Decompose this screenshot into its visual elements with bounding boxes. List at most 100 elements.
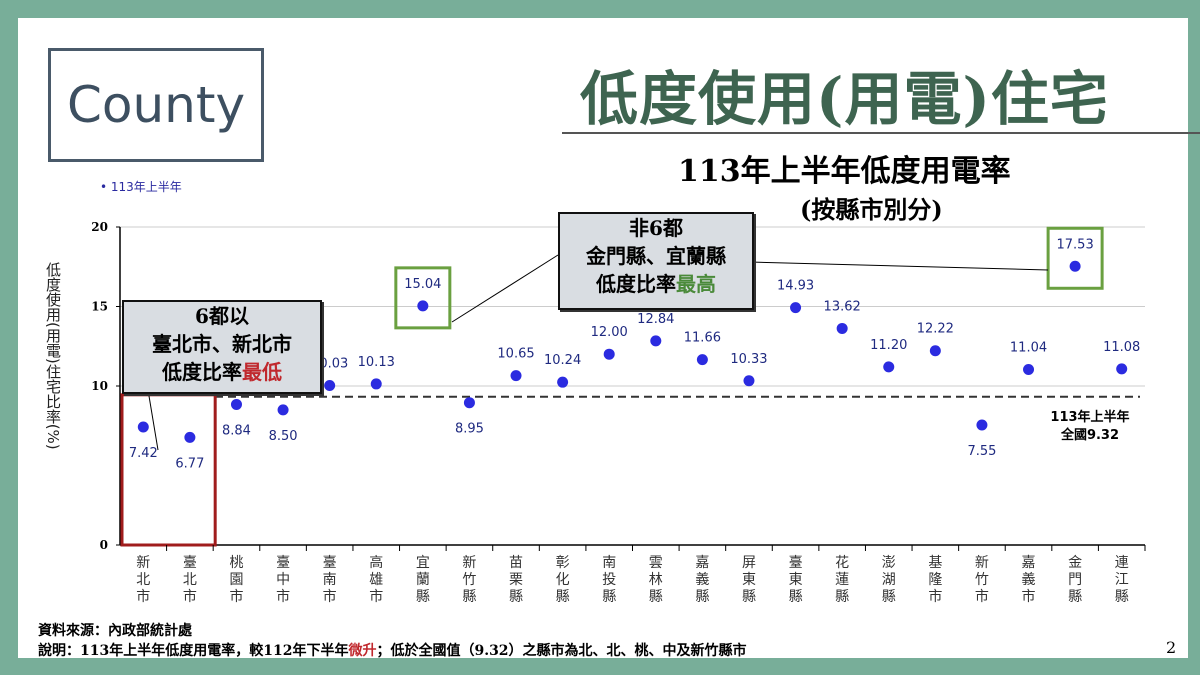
x-tick-label: 市: [1022, 588, 1036, 605]
x-tick-label: 臺: [276, 555, 290, 571]
x-tick-label: 嘉: [1022, 555, 1036, 571]
callout-lowest-line3: 低度比率: [162, 360, 242, 384]
x-tick-label: 義: [1022, 571, 1036, 588]
x-tick-label: 市: [276, 588, 290, 605]
highest-highlight-box: [394, 266, 452, 330]
data-label: 17.53: [1057, 237, 1094, 252]
page-number: 2: [1166, 638, 1177, 657]
data-label: 11.04: [1010, 340, 1047, 355]
data-label: 8.50: [269, 429, 298, 444]
chart-subtitle: (按縣市別分): [800, 195, 943, 224]
x-tick-label: 屏: [742, 555, 756, 571]
x-tick-label: 澎: [882, 555, 896, 571]
x-tick-label: 化: [556, 572, 570, 588]
x-tick-label: 義: [695, 571, 709, 588]
national-average-label: 113年上半年: [1050, 409, 1129, 425]
data-label: 8.95: [455, 422, 484, 437]
x-tick-label: 林: [649, 572, 663, 588]
data-point: [230, 398, 242, 410]
highest-highlight-box: [1046, 226, 1104, 290]
x-tick-label: 投: [602, 572, 616, 588]
national-average-value: 全國9.32: [1060, 427, 1119, 443]
x-tick-label: 隆: [928, 572, 942, 588]
callout-highest-line2: 金門縣、宜蘭縣: [586, 244, 726, 268]
callout-lowest-connector: [147, 389, 159, 451]
y-tick-label: 10: [91, 379, 108, 393]
x-tick-label: 縣: [882, 589, 896, 605]
x-tick-label: 縣: [416, 589, 430, 605]
callout-highest-line1: 非6都: [629, 216, 683, 240]
note-part-2: ；低於全國值（9.32）之縣市為北、北、桃、中及新竹縣市: [376, 643, 747, 659]
x-tick-label: 嘉: [695, 555, 709, 571]
x-tick-label: 金: [1068, 555, 1082, 571]
data-point: [790, 302, 802, 314]
data-point: [929, 345, 941, 357]
x-tick-label: 縣: [462, 589, 476, 605]
data-point: [883, 361, 895, 373]
x-tick-label: 臺: [323, 555, 337, 571]
legend: • 113年上半年: [100, 180, 182, 194]
callout-highest-connector-right: [749, 261, 1049, 271]
x-tick-label: 市: [975, 588, 989, 605]
data-point: [417, 300, 429, 312]
data-label: 15.04: [404, 277, 441, 292]
data-label: 13.62: [824, 299, 861, 314]
x-tick-label: 臺: [183, 555, 197, 571]
callout-highest-line3: 低度比率: [596, 272, 676, 296]
y-tick-label: 0: [100, 538, 108, 552]
data-point: [184, 431, 196, 443]
x-tick-label: 江: [1115, 572, 1129, 588]
x-tick-label: 竹: [462, 572, 476, 588]
callout-lowest-line2: 臺北市、新北市: [152, 332, 292, 356]
x-tick-label: 臺: [789, 555, 803, 571]
callout-lowest: 6都以 臺北市、新北市 低度比率最低: [122, 300, 322, 394]
x-tick-label: 市: [369, 588, 383, 605]
callout-highest-connector-left: [451, 254, 559, 323]
data-point: [324, 380, 336, 392]
data-label: 12.00: [591, 325, 628, 340]
data-point: [137, 421, 149, 433]
data-point: [277, 404, 289, 416]
x-tick-label: 彰: [556, 554, 570, 571]
x-tick-label: 縣: [649, 589, 663, 605]
x-tick-label: 苗: [509, 555, 523, 571]
x-tick-label: 縣: [835, 589, 849, 605]
x-tick-label: 東: [742, 572, 756, 588]
data-point: [370, 378, 382, 390]
x-tick-label: 南: [323, 572, 337, 588]
main-title: 低度使用(用電)住宅: [580, 65, 1109, 133]
x-tick-label: 縣: [695, 589, 709, 605]
data-label: 11.20: [870, 338, 907, 353]
x-tick-label: 門: [1068, 572, 1082, 588]
x-tick-label: 東: [789, 572, 803, 588]
y-tick-label: 15: [91, 300, 108, 314]
data-label: 10.13: [358, 355, 395, 370]
x-tick-label: 市: [323, 588, 337, 605]
x-tick-label: 基: [928, 554, 942, 571]
x-tick-label: 市: [229, 588, 243, 605]
x-tick-label: 花: [835, 555, 849, 571]
x-tick-label: 市: [183, 588, 197, 605]
y-axis-label: 低度使用(用電)住宅比率(%): [44, 262, 62, 450]
data-label: 6.77: [175, 456, 204, 471]
x-tick-label: 縣: [602, 589, 616, 605]
x-tick-label: 宜: [416, 555, 430, 571]
chart-title: 113年上半年低度用電率: [678, 154, 1011, 189]
data-label: 10.33: [730, 352, 767, 367]
x-tick-label: 湖: [882, 572, 896, 588]
x-tick-label: 北: [183, 572, 197, 588]
data-label: 11.66: [684, 331, 721, 346]
x-tick-label: 市: [136, 588, 150, 605]
data-point: [1069, 260, 1081, 272]
county-logo: County: [48, 48, 264, 162]
data-point: [603, 348, 615, 360]
data-point: [650, 335, 662, 347]
x-tick-label: 桃: [229, 555, 243, 571]
x-tick-label: 雄: [369, 572, 383, 588]
x-tick-label: 中: [276, 572, 290, 588]
x-tick-label: 縣: [509, 589, 523, 605]
data-point: [510, 370, 522, 382]
explanation-note: 說明：113年上半年低度用電率，較112年下半年微升；低於全國值（9.32）之縣…: [38, 640, 747, 660]
y-tick-label: 20: [91, 220, 108, 234]
